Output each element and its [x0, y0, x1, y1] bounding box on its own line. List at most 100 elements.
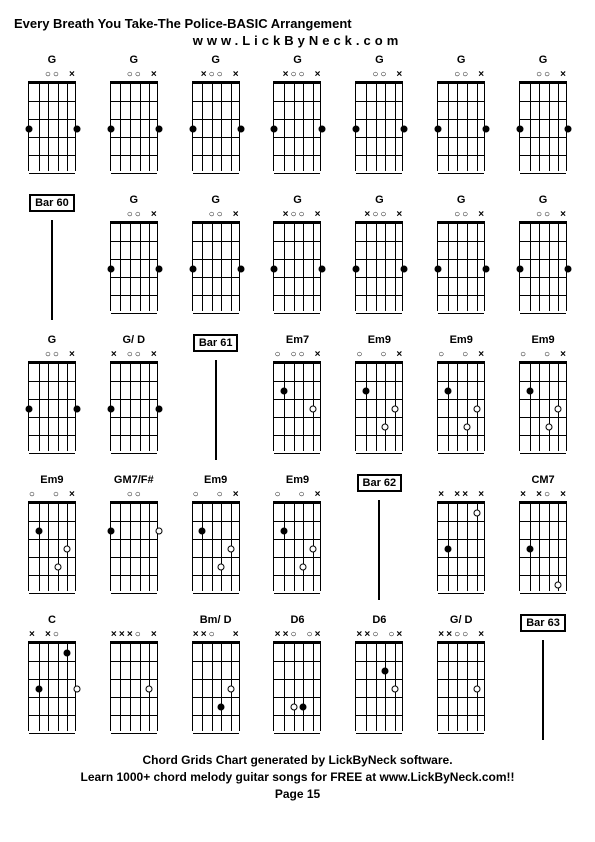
finger-dot [401, 126, 408, 133]
chord-diagram: D6××○○× [260, 614, 336, 744]
nut-markers: ×○○× [355, 210, 403, 220]
chord-name: G [539, 194, 548, 208]
nut-markers: ×○○× [273, 70, 321, 80]
chord-diagram: G○○× [96, 54, 172, 184]
finger-dot [309, 406, 316, 413]
chord-diagram: G/ D×○○× [96, 334, 172, 464]
bar-label: Bar 60 [29, 194, 75, 212]
fretboard [192, 501, 240, 591]
fretboard-diagram: ○○× [513, 350, 573, 451]
chord-name: Em9 [40, 474, 63, 488]
finger-dot [228, 546, 235, 553]
fretboard [437, 641, 485, 731]
fretboard-diagram: ○○× [431, 70, 491, 171]
bar-marker: Bar 61 [178, 334, 254, 464]
finger-dot [444, 388, 451, 395]
site-url: www.LickByNeck.com [14, 33, 581, 48]
chord-name: CM7 [531, 474, 554, 488]
chord-name: Em7 [286, 334, 309, 348]
finger-dot [517, 266, 524, 273]
finger-dot [237, 266, 244, 273]
chord-diagram: G/ D××○○× [423, 614, 499, 744]
chord-grid: G○○×G○○×G×○○×G×○○×G○○×G○○×G○○×Bar 60G○○×… [14, 54, 581, 744]
bar-divider [542, 640, 544, 740]
finger-dot [362, 388, 369, 395]
chord-diagram: Em9○○× [341, 334, 417, 464]
nut-markers: ○○× [192, 210, 240, 220]
chord-name: G [375, 194, 384, 208]
finger-dot [199, 528, 206, 535]
finger-dot [271, 266, 278, 273]
fretboard [355, 81, 403, 171]
chord-diagram: G○○× [96, 194, 172, 324]
nut-markers: ×○○× [273, 210, 321, 220]
fretboard-diagram: ××○○× [431, 630, 491, 731]
fretboard-diagram: ××○○× [267, 630, 327, 731]
nut-markers: ××○○× [273, 630, 321, 640]
finger-dot [526, 388, 533, 395]
fretboard-diagram: ○○× [431, 350, 491, 451]
fretboard-diagram: ×○○× [104, 350, 164, 451]
finger-dot [401, 266, 408, 273]
bar-marker: Bar 60 [14, 194, 90, 324]
finger-dot [146, 686, 153, 693]
bar-label: Bar 61 [193, 334, 239, 352]
bar-label: Bar 62 [357, 474, 403, 492]
finger-dot [25, 406, 32, 413]
chord-diagram: GM7/F#○○ [96, 474, 172, 604]
finger-dot [35, 528, 42, 535]
fretboard-diagram: ○○○× [267, 350, 327, 451]
nut-markers: ×○○× [110, 350, 158, 360]
chord-diagram: G ○○× [341, 54, 417, 184]
finger-dot [218, 564, 225, 571]
finger-dot [155, 406, 162, 413]
chord-diagram: G ○○× [505, 194, 581, 324]
fretboard [110, 641, 158, 731]
finger-dot [435, 266, 442, 273]
finger-dot [555, 406, 562, 413]
chord-diagram: G○○× [178, 194, 254, 324]
finger-dot [64, 650, 71, 657]
finger-dot [237, 126, 244, 133]
finger-dot [107, 406, 114, 413]
nut-markers: ○○× [437, 210, 485, 220]
nut-markers: ××○○× [437, 630, 485, 640]
nut-markers: ○○× [192, 490, 240, 500]
fretboard [519, 81, 567, 171]
finger-dot [464, 424, 471, 431]
nut-markers: ○○× [355, 350, 403, 360]
finger-dot [473, 686, 480, 693]
chord-diagram: G ×○○× [341, 194, 417, 324]
chord-name: G [375, 54, 384, 68]
finger-dot [353, 126, 360, 133]
chord-name: Em9 [204, 474, 227, 488]
finger-dot [271, 126, 278, 133]
chord-diagram: G○○× [423, 54, 499, 184]
chord-diagram: ×××○× [96, 614, 172, 744]
fretboard-diagram: ○○× [513, 210, 573, 311]
finger-dot [54, 564, 61, 571]
fretboard [437, 361, 485, 451]
fretboard [192, 641, 240, 731]
finger-dot [73, 686, 80, 693]
nut-markers: ××○× [519, 490, 567, 500]
finger-dot [435, 126, 442, 133]
finger-dot [483, 126, 490, 133]
finger-dot [517, 126, 524, 133]
fretboard-diagram: ○○× [349, 70, 409, 171]
fretboard-diagram: ○○× [186, 490, 246, 591]
bar-divider [378, 500, 380, 600]
fretboard [273, 641, 321, 731]
chord-diagram: CM7 ××○× [505, 474, 581, 604]
fretboard [28, 81, 76, 171]
nut-markers: ○○× [28, 70, 76, 80]
fretboard-diagram: ○○× [186, 210, 246, 311]
nut-markers: ○○× [519, 210, 567, 220]
chord-diagram: Em9 ○○× [178, 474, 254, 604]
nut-markers: ○○× [110, 210, 158, 220]
bar-divider [51, 220, 53, 320]
fretboard-diagram: ××○× [513, 490, 573, 591]
fretboard [519, 501, 567, 591]
chord-name: D6 [372, 614, 386, 628]
chord-name: Bm/ D [200, 614, 232, 628]
